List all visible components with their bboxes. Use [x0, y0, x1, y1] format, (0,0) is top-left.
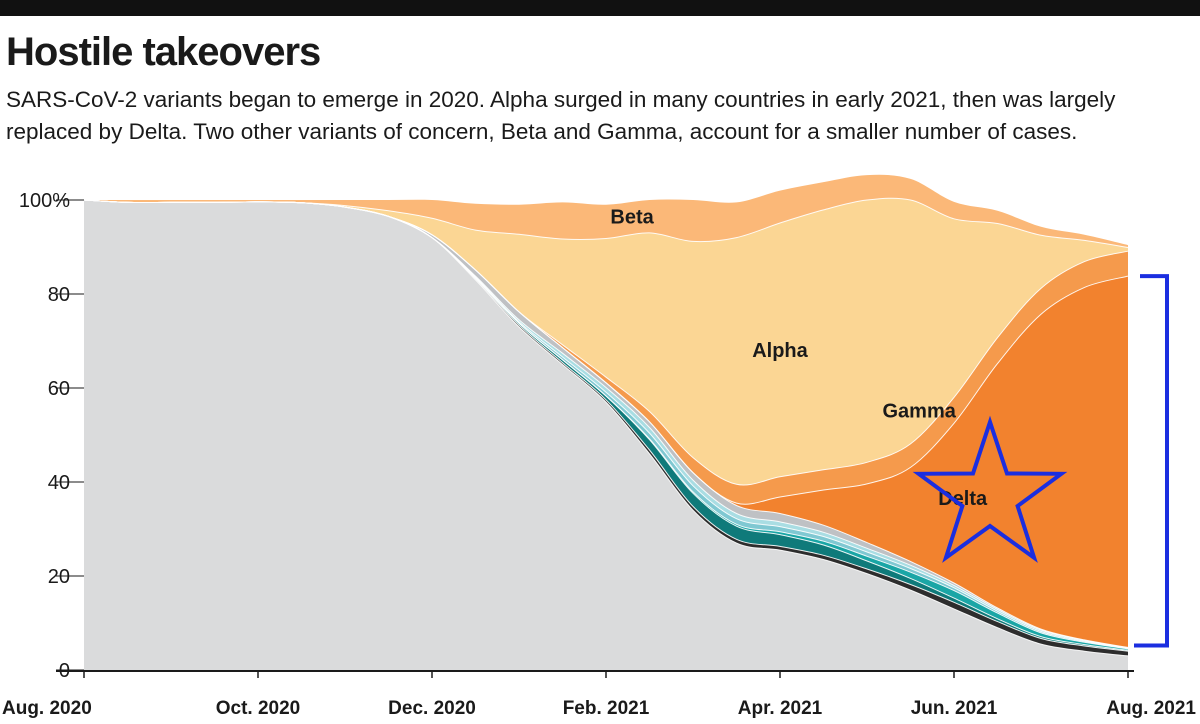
series-label-gamma: Gamma — [883, 400, 957, 422]
x-tick-label: Apr. 2021 — [738, 698, 823, 719]
subtitle-line-2: replaced by Delta. Two other variants of… — [6, 119, 1078, 144]
series-label-layer: Delta Gamma Alpha Beta — [610, 206, 988, 510]
bracket-annotation — [1134, 274, 1169, 648]
area-other — [84, 200, 1128, 670]
series-label-alpha: Alpha — [752, 340, 808, 362]
annotation-layer — [912, 274, 1169, 648]
boundary-alpha — [83, 197, 1129, 248]
area-alpha — [84, 198, 1128, 486]
y-tick-label: 40 — [48, 472, 70, 494]
top-rule — [0, 0, 1200, 16]
axis-layer: 0 20 40 60 80 100% Aug. 2020 Oct. 2020 Dec. 2020… — [2, 190, 1196, 719]
chart-title: Hostile takeovers — [6, 30, 321, 74]
area-layer — [83, 174, 1129, 670]
area-beta — [84, 174, 1128, 248]
y-tick-label: 80 — [48, 284, 70, 306]
chart-subtitle: SARS-CoV-2 variants began to emerge in 2… — [6, 84, 1196, 148]
x-tick-label: Feb. 2021 — [563, 698, 650, 719]
star-annotation — [912, 415, 1068, 563]
x-tick-label: Aug. 2021 — [1106, 698, 1196, 719]
y-tick-label: 100% — [19, 190, 70, 212]
area-delta — [84, 200, 1128, 648]
x-tick-label: Jun. 2021 — [911, 698, 998, 719]
y-tick-label: 60 — [48, 378, 70, 400]
y-tick-label: 20 — [48, 566, 70, 588]
x-tick-label: Oct. 2020 — [216, 698, 301, 719]
x-tick-label: Dec. 2020 — [388, 698, 476, 719]
x-tick-label: Aug. 2020 — [2, 698, 92, 719]
series-label-beta: Beta — [610, 206, 654, 228]
series-label-delta: Delta — [938, 488, 988, 510]
subtitle-line-1: SARS-CoV-2 variants began to emerge in 2… — [6, 87, 1116, 112]
y-tick-label: 0 — [59, 660, 70, 682]
